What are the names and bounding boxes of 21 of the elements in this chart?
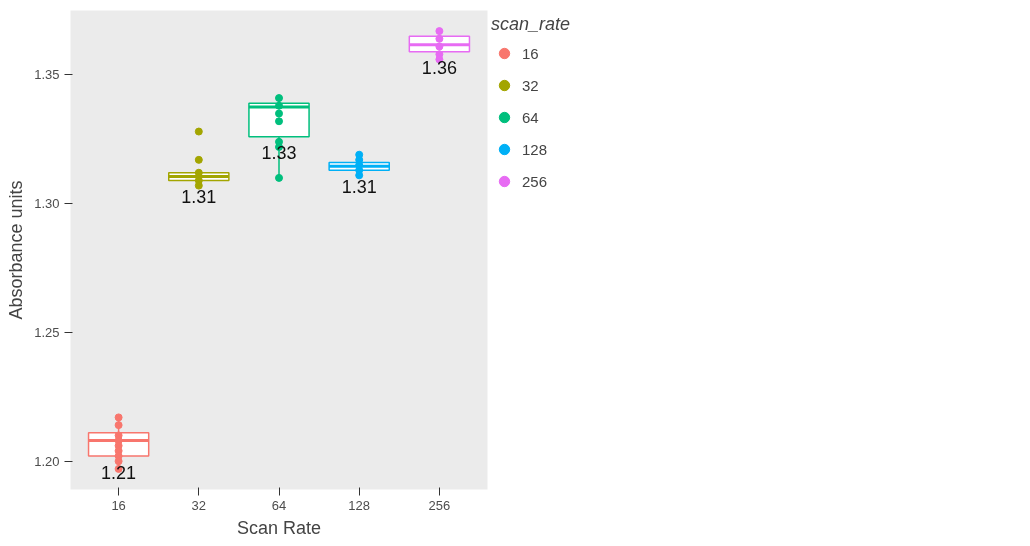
- x-tick-label: 64: [271, 497, 287, 513]
- x-tick-label: 32: [191, 497, 207, 513]
- y-tick-label: 1.35: [34, 67, 60, 83]
- x-tick-label: 16: [111, 497, 126, 513]
- annotation: 1.36: [421, 58, 457, 79]
- x-tick-label: 128: [348, 497, 371, 513]
- annotation: 1.31: [341, 176, 377, 197]
- x-tick-label: 256: [428, 497, 451, 513]
- y-tick-label: 1.20: [34, 453, 60, 469]
- annotation: 1.21: [101, 462, 137, 483]
- x-axis-title: Scan Rate: [236, 517, 322, 538]
- y-tick-label: 1.30: [34, 196, 60, 212]
- y-axis-title: Absorbance units: [6, 180, 27, 320]
- annotation: 1.31: [181, 186, 217, 207]
- legend-title: scan_rate: [491, 14, 571, 35]
- y-tick-label: 1.25: [34, 324, 60, 340]
- legend-label: 256: [522, 172, 548, 190]
- legend-label: 128: [522, 140, 548, 158]
- legend-label: 16: [522, 44, 540, 62]
- legend-label: 64: [522, 108, 540, 126]
- legend-label: 32: [522, 76, 540, 94]
